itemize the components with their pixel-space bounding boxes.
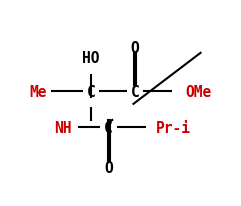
Text: C: C (131, 84, 140, 99)
Text: C: C (87, 84, 95, 99)
Text: O: O (131, 41, 140, 56)
Text: HO: HO (82, 51, 100, 66)
Text: Me: Me (29, 84, 47, 99)
Text: O: O (104, 160, 113, 175)
Text: Pr-i: Pr-i (156, 120, 191, 135)
Text: C: C (104, 120, 113, 135)
Text: OMe: OMe (185, 84, 212, 99)
Text: NH: NH (54, 120, 72, 135)
